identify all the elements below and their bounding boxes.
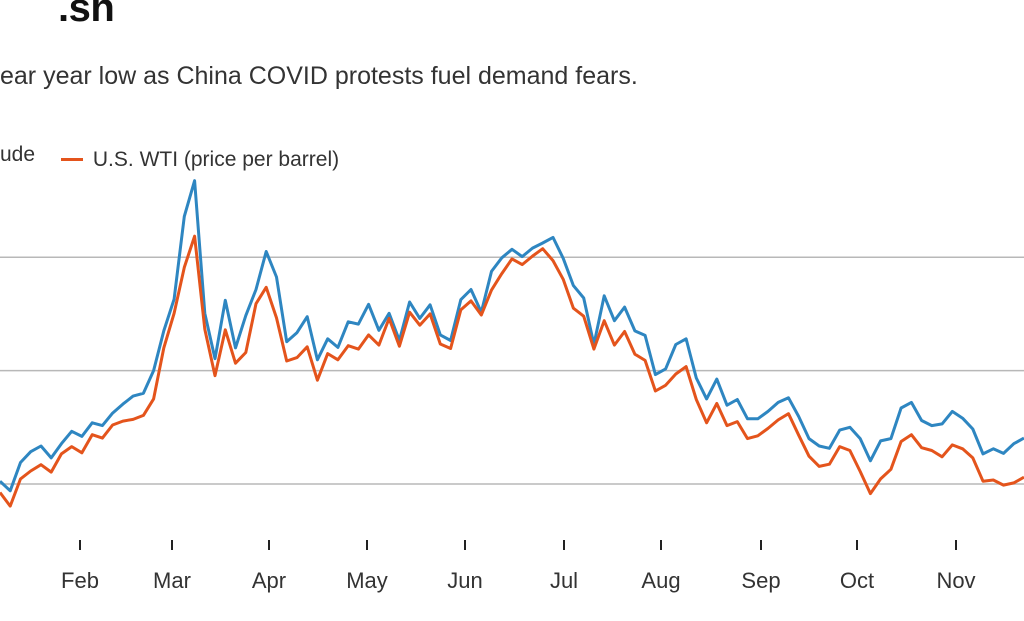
x-tick-label-may: May <box>346 568 388 593</box>
chart-subtitle: ear year low as China COVID protests fue… <box>0 62 638 90</box>
x-tick-label-jul: Jul <box>550 568 578 593</box>
x-tick-label-feb: Feb <box>61 568 99 593</box>
chart-title: .sh <box>58 0 115 30</box>
x-tick-label-oct: Oct <box>840 568 874 593</box>
legend-swatch-wti <box>60 158 83 161</box>
x-tick-label-apr: Apr <box>252 568 286 593</box>
x-tick-label-mar: Mar <box>153 568 191 593</box>
series-line-wti <box>0 234 1024 508</box>
legend-label-wti: U.S. WTI (price per barrel) <box>92 147 340 171</box>
x-tick-label-aug: Aug <box>641 568 680 593</box>
legend-item-wti: U.S. WTI (price per barrel) <box>60 147 340 172</box>
x-tick-label-nov: Nov <box>936 568 975 593</box>
x-tick-label-sep: Sep <box>741 568 780 593</box>
legend: ude U.S. WTI (price per barrel) <box>0 143 359 172</box>
legend-label-brent: ude <box>0 143 36 166</box>
x-tick-label-jun: Jun <box>447 568 482 593</box>
legend-item-brent: ude <box>0 143 35 167</box>
series-line-brent <box>0 179 1024 493</box>
